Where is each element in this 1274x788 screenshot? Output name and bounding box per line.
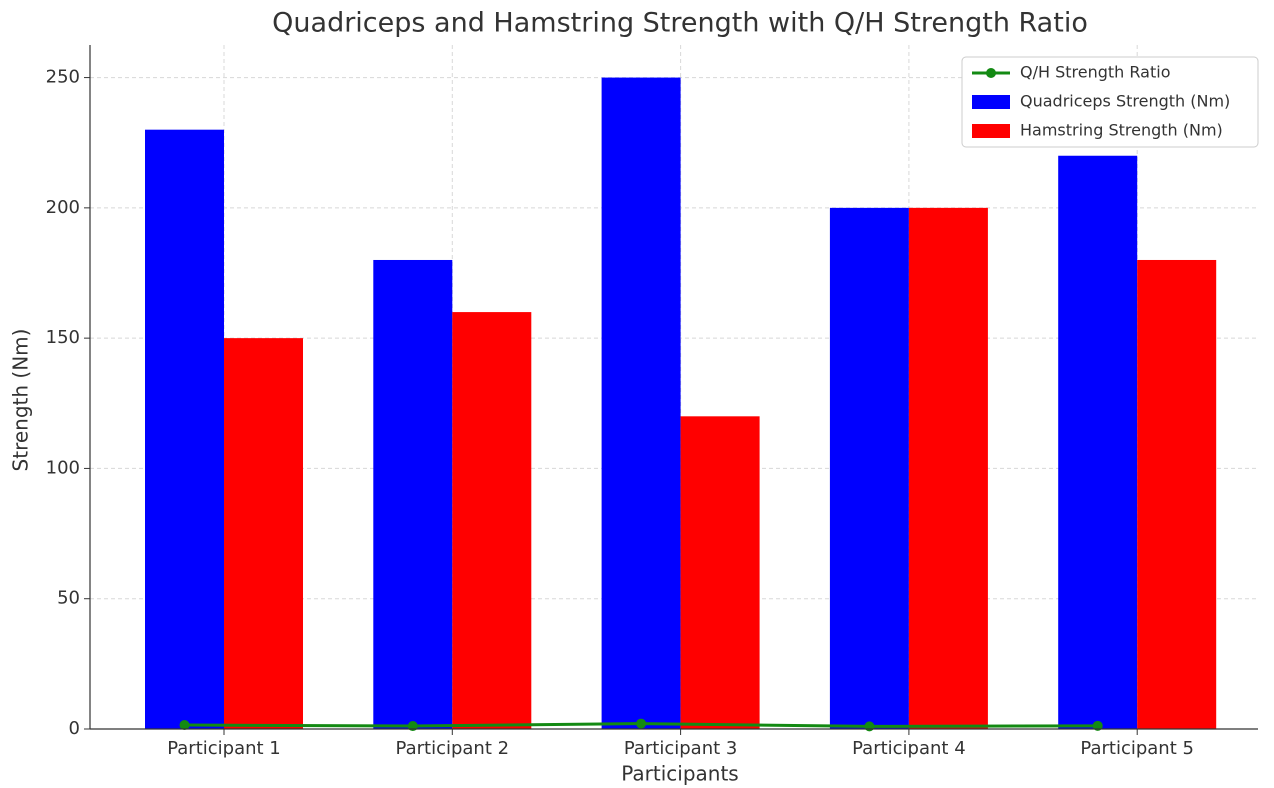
bar	[908, 207, 988, 729]
y-tick-label: 100	[46, 457, 80, 478]
bar	[452, 312, 532, 729]
line-marker	[636, 718, 647, 729]
bar	[1058, 155, 1138, 729]
bar	[829, 207, 909, 729]
legend-label: Hamstring Strength (Nm)	[1020, 121, 1223, 140]
y-tick-label: 250	[46, 67, 80, 88]
y-tick-label: 0	[69, 718, 80, 739]
x-tick-label: Participant 2	[396, 738, 510, 759]
y-tick-label: 50	[57, 588, 80, 609]
chart-title: Quadriceps and Hamstring Strength with Q…	[272, 8, 1088, 39]
x-tick-label: Participant 3	[624, 738, 738, 759]
legend-swatch	[972, 124, 1010, 138]
legend-swatch	[972, 95, 1010, 109]
x-axis-label: Participants	[621, 762, 738, 786]
legend-label: Q/H Strength Ratio	[1020, 63, 1170, 82]
y-tick-label: 150	[46, 327, 80, 348]
line-marker	[864, 721, 875, 732]
line-marker	[1092, 720, 1103, 731]
bar	[145, 129, 224, 729]
legend-label: Quadriceps Strength (Nm)	[1020, 92, 1230, 111]
x-tick-label: Participant 4	[852, 738, 966, 759]
legend-swatch	[986, 68, 996, 78]
bar	[373, 259, 453, 729]
bar	[224, 338, 303, 729]
y-tick-label: 200	[46, 197, 80, 218]
y-axis-label: Strength (Nm)	[9, 329, 33, 472]
bar	[680, 416, 760, 729]
bar	[1137, 259, 1217, 729]
legend-box	[961, 56, 1259, 148]
x-tick-label: Participant 1	[167, 738, 281, 759]
x-tick-label: Participant 5	[1080, 738, 1194, 759]
line-marker	[179, 720, 190, 731]
bar	[601, 77, 681, 730]
